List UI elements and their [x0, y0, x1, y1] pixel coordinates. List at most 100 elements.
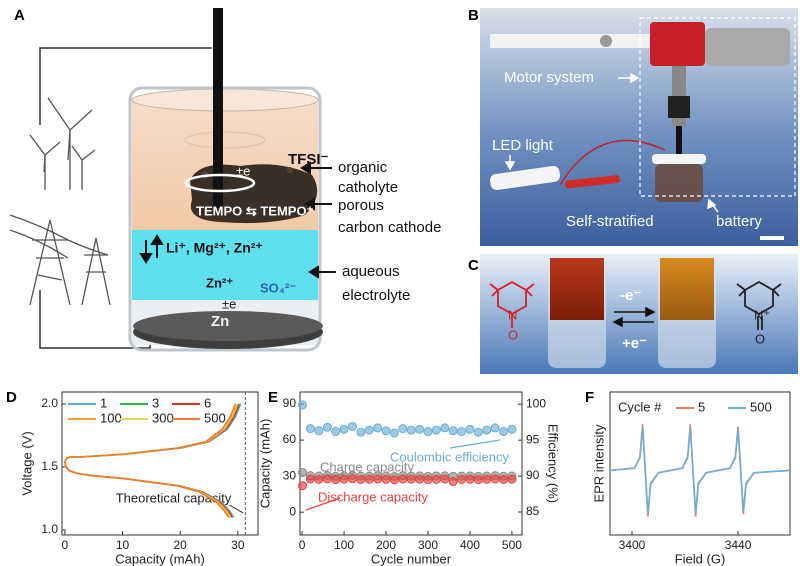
anion-label: SO₄²⁻ [260, 280, 296, 295]
data-point [415, 424, 425, 434]
data-point [448, 426, 458, 436]
y2-tick-label: 90 [526, 468, 540, 482]
axes-frame [61, 391, 259, 536]
data-point [440, 474, 450, 484]
x-axis-label: Cycle number [371, 551, 452, 566]
legend-label: 6 [204, 395, 211, 410]
photo [480, 8, 798, 246]
data-point [473, 475, 483, 485]
data-point [423, 475, 433, 485]
panel-label: E [268, 389, 278, 406]
y-tick-label: 30 [283, 468, 297, 482]
y2-tick-label: 85 [526, 504, 540, 518]
data-point [490, 474, 500, 484]
reference-arrow [229, 504, 244, 514]
x-tick-label: 200 [376, 538, 396, 552]
x-tick-label: 3440 [725, 538, 752, 552]
legend-label: 500 [204, 410, 226, 425]
data-point [339, 474, 349, 484]
atom-label: O [755, 331, 765, 346]
y-tick-label: 1.0 [41, 522, 58, 536]
legend-label: 3 [152, 395, 159, 410]
legend-label: 1 [100, 395, 107, 410]
atom-label: N [508, 307, 517, 322]
x-tick-label: 100 [334, 538, 354, 552]
data-point [364, 474, 374, 484]
x-tick-label: 10 [116, 538, 130, 552]
data-point [482, 474, 492, 484]
data-point [364, 425, 374, 435]
data-point [347, 474, 357, 484]
y2-tick-label: 95 [526, 432, 540, 446]
data-point [465, 424, 475, 434]
data-point [373, 423, 383, 433]
data-point [339, 424, 349, 434]
data-point [356, 474, 366, 484]
data-point [314, 426, 324, 436]
x-tick-label: 300 [418, 538, 438, 552]
power-pylons [9, 214, 111, 306]
data-point [465, 474, 475, 484]
data-point [331, 475, 341, 485]
atom-label: O [508, 327, 518, 342]
layer-label: electrolyte [342, 287, 410, 304]
annotation: Discharge capacity [318, 489, 428, 504]
data-point [314, 474, 324, 484]
x-tick-label: 0 [62, 538, 69, 552]
data-point [457, 427, 467, 437]
layer-label: catholyte [338, 179, 398, 196]
x-tick-label: 20 [173, 538, 187, 552]
data-point [490, 423, 500, 433]
panel-label: B [468, 7, 479, 24]
data-point [507, 424, 517, 434]
axes-frame [299, 391, 523, 536]
legend-label: 300 [152, 410, 174, 425]
annotation: Coulombic efficiency [390, 449, 509, 464]
electron-label: ±e [222, 296, 236, 311]
photo-label: Self-stratified [566, 213, 654, 230]
data-point [373, 474, 383, 484]
data-point [322, 422, 332, 432]
schematic [9, 47, 212, 349]
x-tick-label: 0 [299, 538, 306, 552]
y-axis-label: Capacity (mAh) [257, 419, 272, 509]
x-tick-label: 3400 [619, 538, 646, 552]
data-point [440, 423, 450, 433]
data-point [457, 474, 467, 484]
data-point [473, 427, 483, 437]
data-point [381, 426, 391, 436]
y2-tick-label: 100 [526, 396, 546, 410]
ion-label: Zn²⁺ [206, 275, 233, 290]
data-point [389, 428, 399, 438]
photo-label: battery [716, 213, 762, 230]
axes-frame [609, 391, 791, 536]
panel-label: C [468, 257, 479, 274]
data-point [305, 474, 315, 484]
data-point [415, 474, 425, 484]
y-tick-label: 60 [283, 432, 297, 446]
data-point [406, 474, 416, 484]
electron-label: ±e [236, 163, 250, 178]
x-tick-label: 400 [460, 538, 480, 552]
panel-label: D [6, 389, 17, 406]
annotation: Charge capacity [320, 459, 414, 474]
data-point [482, 425, 492, 435]
wire [39, 47, 212, 125]
photo [480, 254, 798, 374]
photo-label: LED light [492, 137, 554, 154]
data-point [499, 474, 509, 484]
data-point [406, 425, 416, 435]
data-point [298, 481, 308, 491]
data-point [448, 477, 458, 487]
data-point [507, 474, 517, 484]
legend-label: 500 [750, 399, 772, 414]
panel-label: F [585, 389, 594, 406]
panel-label: A [14, 7, 25, 24]
data-point [423, 427, 433, 437]
data-point [398, 474, 408, 484]
data-point [431, 474, 441, 484]
data-point [499, 427, 509, 437]
x-axis-label: Field (G) [675, 551, 726, 566]
y-tick-label: 90 [283, 396, 297, 410]
y-tick-label: 1.5 [41, 459, 58, 473]
